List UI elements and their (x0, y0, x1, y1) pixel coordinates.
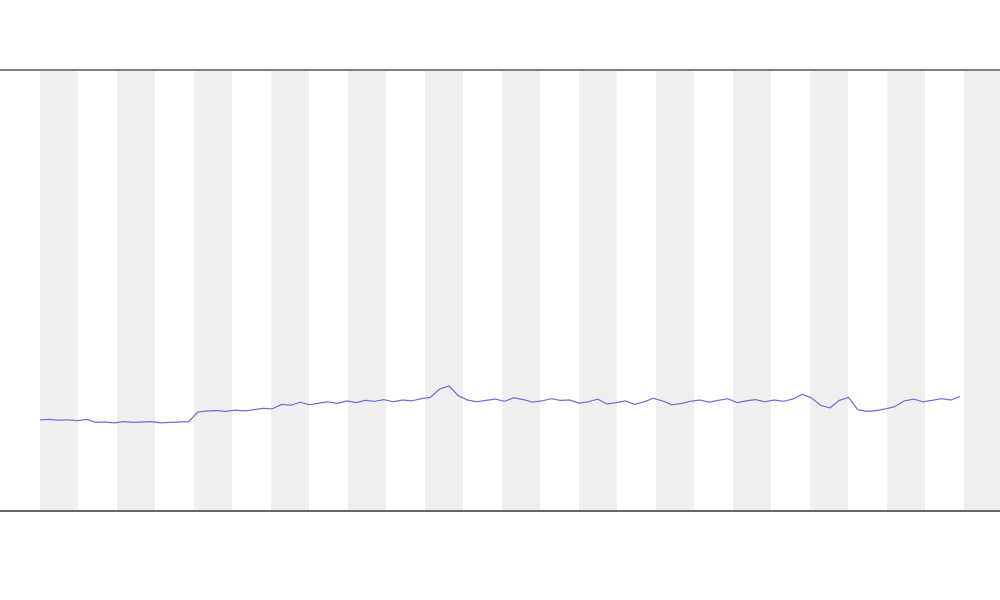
shade-band (733, 71, 771, 510)
shade-band (117, 71, 155, 510)
background-bands (40, 71, 1000, 510)
shade-band (40, 71, 78, 510)
shade-band (887, 71, 925, 510)
series-line (39, 385, 961, 424)
shade-band (348, 71, 386, 510)
shade-band (271, 71, 309, 510)
shade-band (656, 71, 694, 510)
shade-band (502, 71, 540, 510)
shade-band (579, 71, 617, 510)
shade-band (810, 71, 848, 510)
shade-band (194, 71, 232, 510)
shade-band (425, 71, 463, 510)
shade-band (964, 71, 1000, 510)
